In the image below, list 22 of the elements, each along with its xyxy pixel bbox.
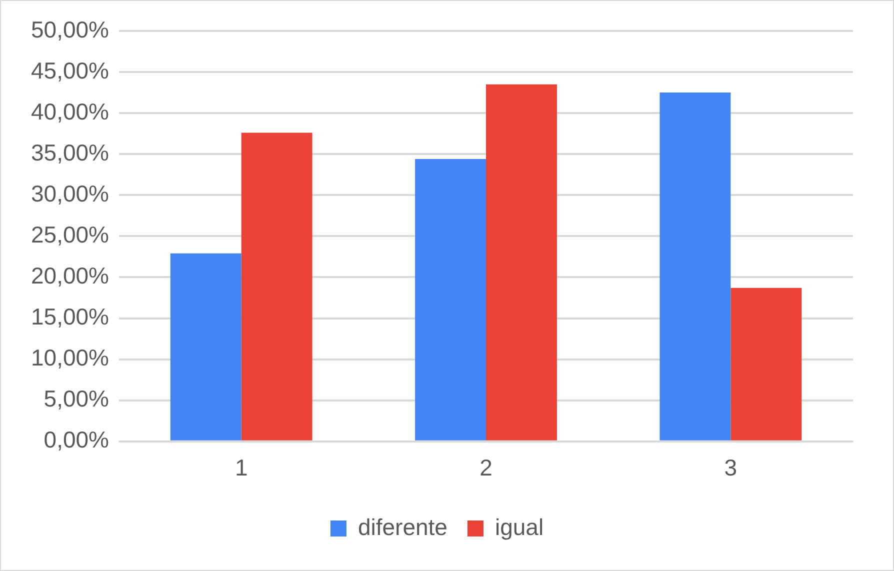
x-tick-label: 2	[480, 454, 492, 481]
y-tick-label: 50,00%	[30, 16, 110, 42]
bar	[170, 253, 242, 440]
bar	[486, 84, 557, 440]
legend-label: diferente	[358, 514, 448, 540]
y-tick-label: 30,00%	[30, 180, 110, 207]
bar	[241, 132, 312, 440]
y-tick-label: 10,00%	[30, 344, 110, 371]
bar	[730, 288, 802, 440]
y-tick-label: 0,00%	[44, 426, 110, 453]
y-tick-label: 20,00%	[30, 262, 110, 289]
legend-label: igual	[494, 514, 544, 540]
y-tick-label: 40,00%	[30, 98, 110, 124]
y-tick-label: 45,00%	[30, 57, 110, 84]
x-tick-label: 1	[234, 454, 248, 481]
y-tick-label: 5,00%	[44, 386, 110, 412]
x-tick-label: 3	[724, 454, 738, 481]
bar	[660, 92, 731, 440]
y-tick-label: 15,00%	[30, 304, 110, 330]
y-tick-label: 25,00%	[30, 222, 110, 248]
bar	[415, 159, 486, 440]
y-tick-label: 35,00%	[30, 139, 110, 166]
